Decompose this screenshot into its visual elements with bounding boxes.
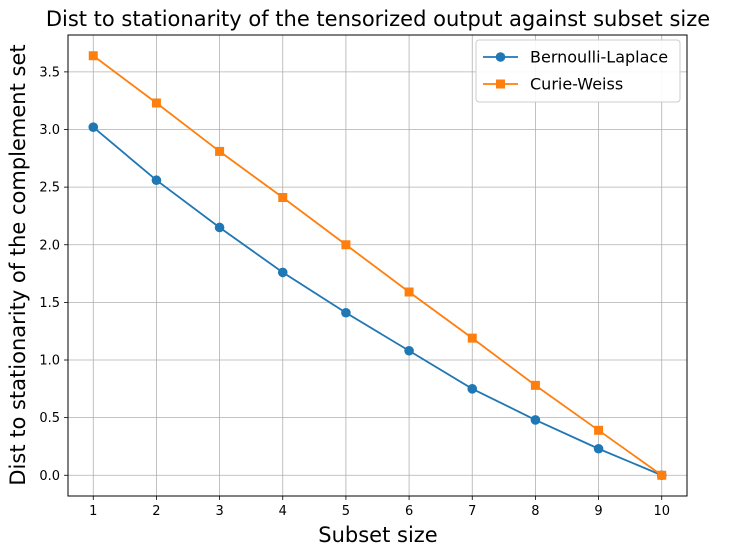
x-tick-label: 8 <box>531 504 539 519</box>
data-point <box>404 345 414 356</box>
legend-marker <box>495 52 506 62</box>
legend: Bernoulli-Laplace Curie-Weiss <box>475 39 681 103</box>
x-tick-label: 2 <box>152 504 160 519</box>
y-axis-label: Dist to stationarity of the complement s… <box>6 44 30 485</box>
x-tick-label: 6 <box>405 504 413 519</box>
data-point <box>467 384 478 394</box>
axis-ticks: 1 2 3 4 5 6 7 8 9 10 0.0 0.5 1.0 1.5 2.0 2.5 3.0 3.5 <box>39 65 670 519</box>
plot-area <box>67 34 688 497</box>
y-tick-label: 2.5 <box>39 181 60 196</box>
data-point <box>594 425 604 435</box>
x-tick-label: 10 <box>653 504 670 519</box>
x-tick-label: 7 <box>468 504 476 519</box>
y-tick-label: 0.5 <box>39 411 60 426</box>
series-line <box>92 55 663 476</box>
data-point <box>467 333 477 343</box>
data-point <box>530 380 540 390</box>
data-point <box>657 470 667 480</box>
series-line <box>92 126 663 477</box>
legend-box <box>475 39 681 103</box>
data-point <box>404 287 414 297</box>
data-point <box>341 240 351 250</box>
y-tick-label: 3.5 <box>39 65 60 80</box>
data-point <box>593 443 604 454</box>
data-point <box>151 175 162 186</box>
legend-marker <box>496 79 505 89</box>
y-tick-label: 1.5 <box>39 296 60 311</box>
legend-label: Curie-Weiss <box>530 75 623 94</box>
x-tick-label: 5 <box>342 504 350 519</box>
data-point <box>530 415 541 425</box>
chart-title: Dist to stationarity of the tensorized o… <box>46 7 710 31</box>
x-axis-label: Subset size <box>318 523 437 547</box>
y-tick-label: 3.0 <box>39 123 60 138</box>
y-tick-label: 2.0 <box>39 238 60 253</box>
grid <box>68 35 687 496</box>
y-tick-label: 1.0 <box>39 354 60 369</box>
data-point <box>278 193 288 203</box>
data-point <box>88 122 99 132</box>
data-point <box>341 307 351 318</box>
legend-label: Bernoulli-Laplace <box>530 48 668 67</box>
data-point <box>151 98 161 108</box>
series-layer <box>88 51 667 481</box>
data-point <box>277 267 288 278</box>
y-tick-label: 0.0 <box>39 469 60 484</box>
x-tick-label: 9 <box>594 504 602 519</box>
x-tick-label: 3 <box>215 504 223 519</box>
data-point <box>88 51 98 61</box>
x-tick-label: 4 <box>279 504 287 519</box>
data-point <box>215 146 225 156</box>
data-point <box>214 222 225 233</box>
x-tick-label: 1 <box>89 504 97 519</box>
